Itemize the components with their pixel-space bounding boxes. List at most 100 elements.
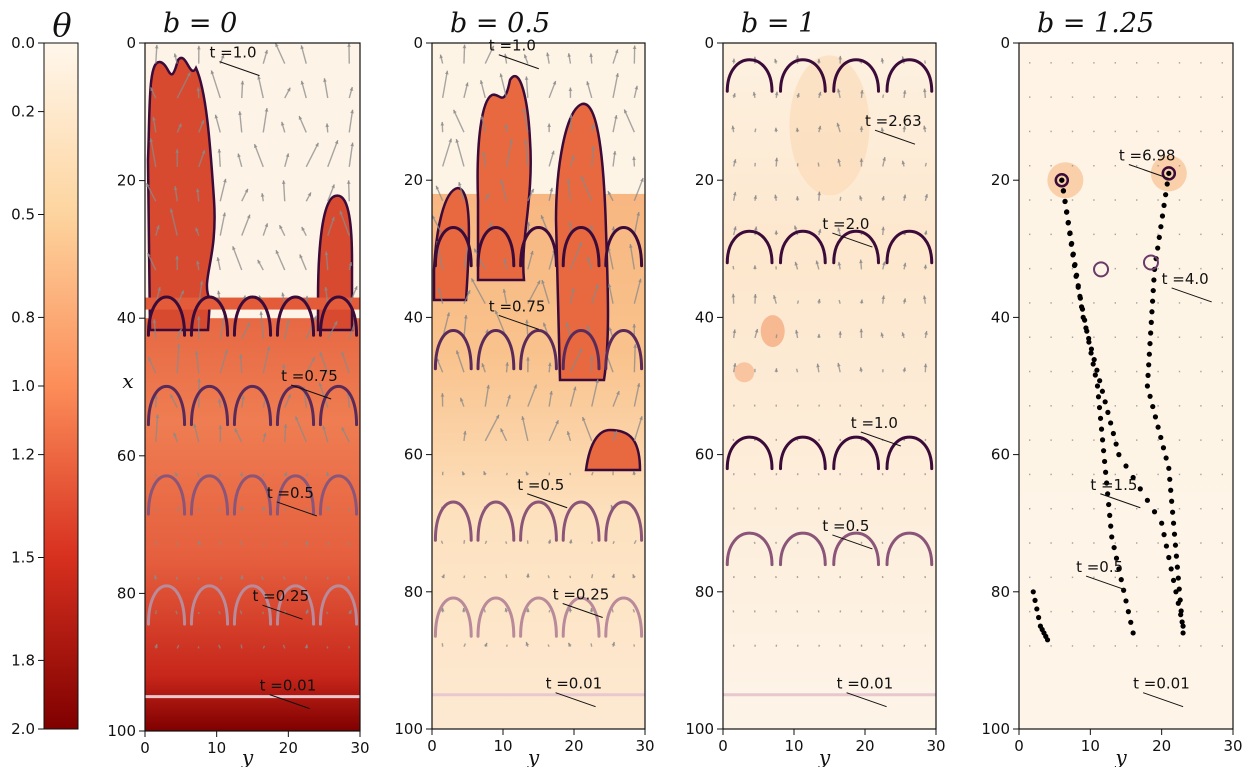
velocity-arrowhead [540, 215, 545, 220]
panel-title: b = 1 [741, 8, 815, 39]
velocity-arrow [219, 349, 228, 374]
interface-arc [433, 596, 473, 638]
velocity-arrowhead [285, 320, 290, 325]
velocity-arrowhead [264, 108, 269, 112]
velocity-arrowhead [324, 251, 329, 256]
velocity-arrowhead [611, 573, 616, 578]
velocity-arrowhead [731, 293, 736, 298]
velocity-arrowhead [612, 151, 617, 155]
velocity-arrowhead [218, 425, 223, 429]
velocity-arrowhead [197, 540, 201, 545]
velocity-arrowhead [795, 196, 800, 200]
velocity-arrowhead [795, 127, 800, 132]
velocity-arrowhead [536, 280, 541, 285]
velocity-arrow [754, 128, 757, 133]
trajectory-point [1099, 388, 1106, 394]
velocity-arrowhead [568, 87, 573, 92]
velocity-arrow [484, 414, 500, 442]
colorbar-tick-label: 1.2 [11, 446, 35, 464]
velocity-arrowhead [880, 58, 885, 62]
trajectory-point [1034, 606, 1040, 612]
velocity-arrowhead [146, 183, 150, 188]
trajectory-point [1032, 597, 1038, 603]
annotation-leader [498, 314, 539, 330]
velocity-arrow [581, 416, 593, 442]
trajectory-point [1158, 434, 1164, 441]
velocity-arrowhead [287, 394, 291, 399]
interface-arc [318, 474, 359, 516]
velocity-arrowhead [732, 159, 737, 164]
colorbar-tick-label: 0.2 [11, 103, 35, 121]
velocity-arrowhead [439, 54, 444, 59]
velocity-arrowhead [817, 299, 821, 303]
velocity-arrow [282, 644, 286, 649]
velocity-arrowhead [586, 257, 591, 261]
velocity-arrowhead [170, 394, 174, 399]
velocity-arrow [176, 72, 191, 99]
velocity-arrowhead [571, 288, 575, 293]
velocity-arrow [319, 351, 329, 374]
velocity-arrowhead [547, 362, 552, 367]
trajectory-point [1128, 619, 1134, 625]
velocity-arrowhead [530, 188, 534, 193]
velocity-arrowhead [353, 286, 358, 291]
velocity-arrowhead [732, 93, 736, 98]
velocity-arrow [839, 196, 842, 201]
velocity-arrowhead [578, 348, 583, 353]
velocity-arrowhead [881, 226, 886, 231]
trajectory-point [1106, 501, 1112, 508]
dense-finger [584, 428, 642, 472]
velocity-arrow [591, 574, 594, 579]
trajectory-point [1180, 623, 1186, 629]
trajectory-point [1096, 404, 1103, 411]
velocity-arrowhead [485, 193, 490, 198]
velocity-arrow [463, 314, 467, 339]
velocity-arrowhead [880, 127, 885, 132]
velocity-arrow [732, 404, 735, 407]
trajectory-point [1080, 314, 1086, 320]
annotation-leader [832, 534, 873, 550]
velocity-arrowhead [153, 575, 158, 579]
trajectory-point [1158, 224, 1164, 230]
velocity-arrowhead [465, 82, 469, 87]
velocity-arrowhead [591, 124, 595, 129]
velocity-arrow [633, 539, 637, 545]
velocity-arrowhead [264, 49, 269, 54]
velocity-arrowhead [154, 395, 158, 399]
x-tick-label: 30 [1223, 737, 1242, 755]
panel-title: b = 0.5 [450, 8, 550, 39]
trajectory-point [1090, 361, 1096, 367]
annotation-leader [1100, 493, 1141, 509]
trajectory-point [1086, 335, 1092, 342]
velocity-arrow [155, 508, 157, 511]
velocity-arrowhead [816, 333, 821, 338]
velocity-arrowhead [154, 644, 158, 648]
velocity-arrowhead [175, 472, 179, 477]
time-annotation: t =1.5 [1090, 476, 1137, 494]
interface-arc [146, 384, 187, 427]
velocity-arrowhead [793, 225, 798, 230]
density-blob [1047, 162, 1084, 199]
colorbar-tick-label: 0.8 [11, 308, 35, 326]
velocity-arrowhead [523, 54, 528, 59]
velocity-arrowhead [505, 362, 510, 366]
panel-3: t =6.98 t =4.0 t =1.5 t =0.5 t =0.01 0 20 40 60 8… [981, 8, 1242, 767]
velocity-arrowhead [525, 319, 529, 324]
velocity-arrowhead [280, 121, 285, 126]
trajectory-point [1088, 346, 1095, 352]
velocity-arrow [284, 542, 287, 546]
velocity-arrow [305, 315, 318, 340]
velocity-arrowhead [238, 111, 242, 115]
interface-arc [725, 435, 774, 471]
velocity-arrow [198, 280, 203, 305]
velocity-arrow [294, 416, 307, 443]
x-axis-label: y [527, 745, 540, 767]
velocity-arrowhead [859, 328, 864, 333]
velocity-arrow [463, 575, 466, 579]
panel-frame [1018, 42, 1234, 730]
velocity-arrowhead [549, 390, 553, 395]
velocity-arrowhead [837, 261, 842, 266]
velocity-arrowhead [295, 416, 299, 421]
y-tick-label: 100 [107, 722, 136, 740]
